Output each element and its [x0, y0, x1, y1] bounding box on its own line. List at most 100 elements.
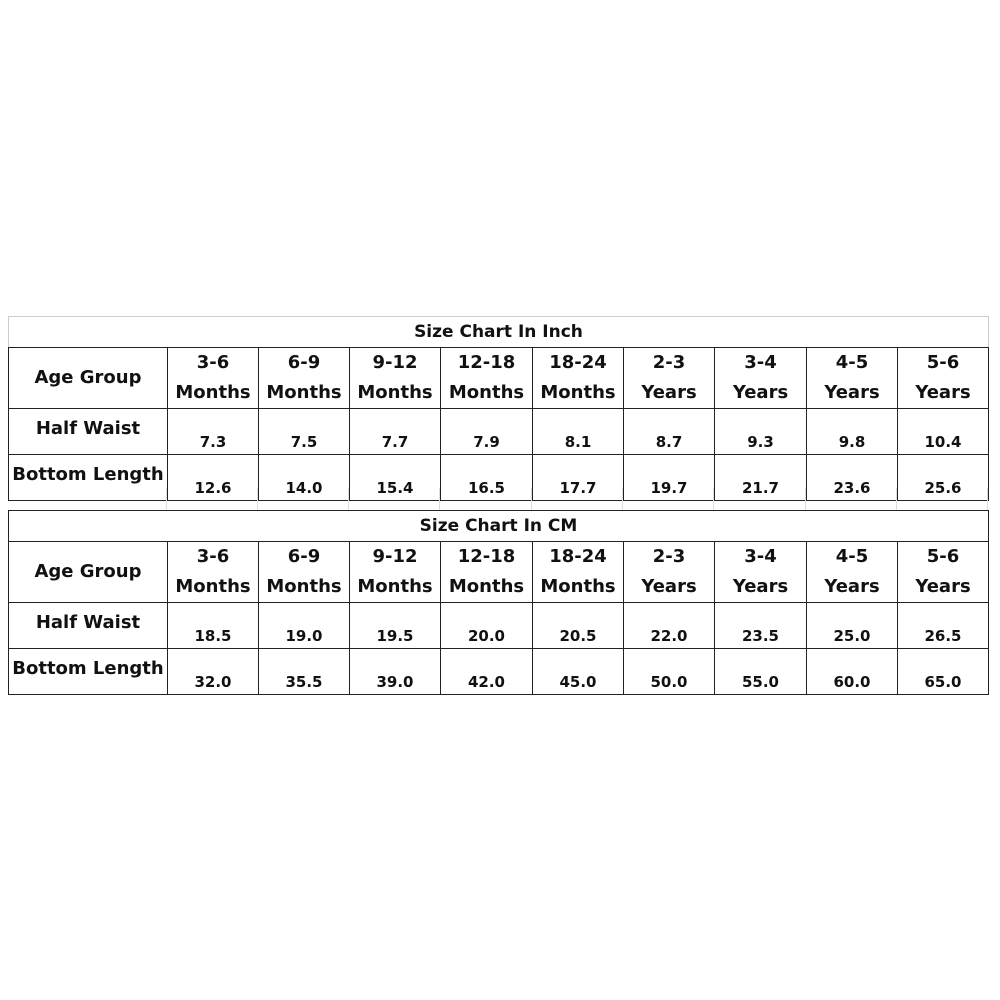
table-row: Bottom Length 32.0 35.5 39.0 42.0 45.0 50.0 55.… [8, 648, 989, 695]
table-cell: 60.0 [806, 648, 898, 695]
table-cell: 19.7 [623, 454, 715, 501]
age-unit: Months [357, 576, 433, 597]
row-label: Bottom Length [8, 454, 168, 501]
table-title: Size Chart In Inch [8, 316, 989, 348]
table-cell: 50.0 [623, 648, 715, 695]
column-header: 4-5 Years [806, 541, 898, 603]
table-cell: 21.7 [714, 454, 807, 501]
column-header: 3-6 Months [167, 541, 259, 603]
age-unit: Years [915, 382, 971, 403]
table-cell: 26.5 [897, 602, 989, 649]
age-unit: Years [732, 576, 789, 597]
age-range: 9-12 [372, 352, 418, 373]
size-chart-cm-table: Size Chart In CM Age Group 3-6 Months 6-9 Mon… [8, 510, 989, 695]
row-label: Half Waist [8, 602, 168, 649]
table-row: Half Waist 18.5 19.0 19.5 20.0 20.5 22.0 23.5 25… [8, 602, 989, 649]
age-range: 3-4 [744, 352, 777, 373]
table-cell: 8.1 [532, 408, 624, 455]
header-label: Age Group [8, 347, 168, 409]
spacer-cell [532, 488, 623, 510]
table-cell: 25.0 [806, 602, 898, 649]
table-cell: 9.8 [806, 408, 898, 455]
spacer-cell [623, 488, 714, 510]
row-label: Bottom Length [8, 648, 168, 695]
table-cell: 8.7 [623, 408, 715, 455]
table-cell: 32.0 [167, 648, 259, 695]
age-range: 5-6 [926, 352, 960, 373]
column-header: 3-6 Months [167, 347, 259, 409]
age-unit: Months [266, 382, 342, 403]
spacer-cell [897, 488, 988, 510]
age-unit: Months [175, 576, 251, 597]
spacer-cell [806, 488, 897, 510]
age-unit: Months [448, 382, 525, 403]
age-range: 5-6 [926, 546, 960, 567]
age-unit: Years [824, 576, 880, 597]
age-unit: Months [540, 382, 616, 403]
table-cell: 20.5 [532, 602, 624, 649]
column-header: 2-3 Years [623, 541, 715, 603]
column-header: 4-5 Years [806, 347, 898, 409]
age-unit: Months [540, 576, 616, 597]
table-cell: 12.6 [167, 454, 259, 501]
column-header: 6-9 Months [258, 347, 350, 409]
spacer-cell [349, 488, 440, 510]
table-cell: 55.0 [714, 648, 807, 695]
table-cell: 20.0 [440, 602, 533, 649]
column-header: 18-24 Months [532, 541, 624, 603]
age-unit: Months [357, 382, 433, 403]
size-chart-inch-table: Size Chart In Inch Age Group 3-6 Months 6-9 M… [8, 316, 989, 501]
table-row: Bottom Length 12.6 14.0 15.4 16.5 17.7 19.7 21.… [8, 454, 989, 501]
table-cell: 23.5 [714, 602, 807, 649]
row-label: Half Waist [8, 408, 168, 455]
table-cell: 9.3 [714, 408, 807, 455]
age-unit: Years [641, 382, 697, 403]
column-header: 5-6 Years [897, 541, 989, 603]
spacer-cell [258, 488, 349, 510]
table-cell: 45.0 [532, 648, 624, 695]
table-cell: 19.5 [349, 602, 441, 649]
column-header: 18-24 Months [532, 347, 624, 409]
age-range: 18-24 [549, 352, 607, 373]
spacer-cell [440, 488, 532, 510]
column-header: 2-3 Years [623, 347, 715, 409]
spacer-cell [8, 488, 167, 510]
table-cell: 42.0 [440, 648, 533, 695]
table-title: Size Chart In CM [8, 510, 989, 542]
table-cell: 7.3 [167, 408, 259, 455]
age-unit: Months [448, 576, 525, 597]
age-range: 3-4 [744, 546, 777, 567]
table-cell: 39.0 [349, 648, 441, 695]
column-header: 3-4 Years [714, 347, 807, 409]
age-range: 6-9 [287, 546, 321, 567]
age-unit: Years [641, 576, 697, 597]
column-header: 9-12 Months [349, 541, 441, 603]
table-cell: 10.4 [897, 408, 989, 455]
age-range: 9-12 [372, 546, 418, 567]
age-range: 12-18 [457, 546, 516, 567]
column-header: 5-6 Years [897, 347, 989, 409]
column-header: 9-12 Months [349, 347, 441, 409]
column-header: 12-18 Months [440, 541, 533, 603]
age-unit: Months [175, 382, 251, 403]
table-cell: 7.7 [349, 408, 441, 455]
spacer-cell [167, 488, 258, 510]
column-header: 6-9 Months [258, 541, 350, 603]
age-unit: Years [915, 576, 971, 597]
spacer-cell [714, 488, 806, 510]
table-row: Half Waist 7.3 7.5 7.7 7.9 8.1 8.7 9.3 9.8 10.4 [8, 408, 989, 455]
age-unit: Months [266, 576, 342, 597]
table-cell: 15.4 [349, 454, 441, 501]
age-range: 4-5 [835, 352, 869, 373]
age-range: 12-18 [457, 352, 516, 373]
header-label: Age Group [8, 541, 168, 603]
age-range: 6-9 [287, 352, 321, 373]
table-cell: 25.6 [897, 454, 989, 501]
table-cell: 18.5 [167, 602, 259, 649]
table-cell: 7.5 [258, 408, 350, 455]
table-cell: 35.5 [258, 648, 350, 695]
age-range: 2-3 [652, 352, 686, 373]
table-cell: 22.0 [623, 602, 715, 649]
column-header: 12-18 Months [440, 347, 533, 409]
spacer-row [8, 488, 988, 510]
